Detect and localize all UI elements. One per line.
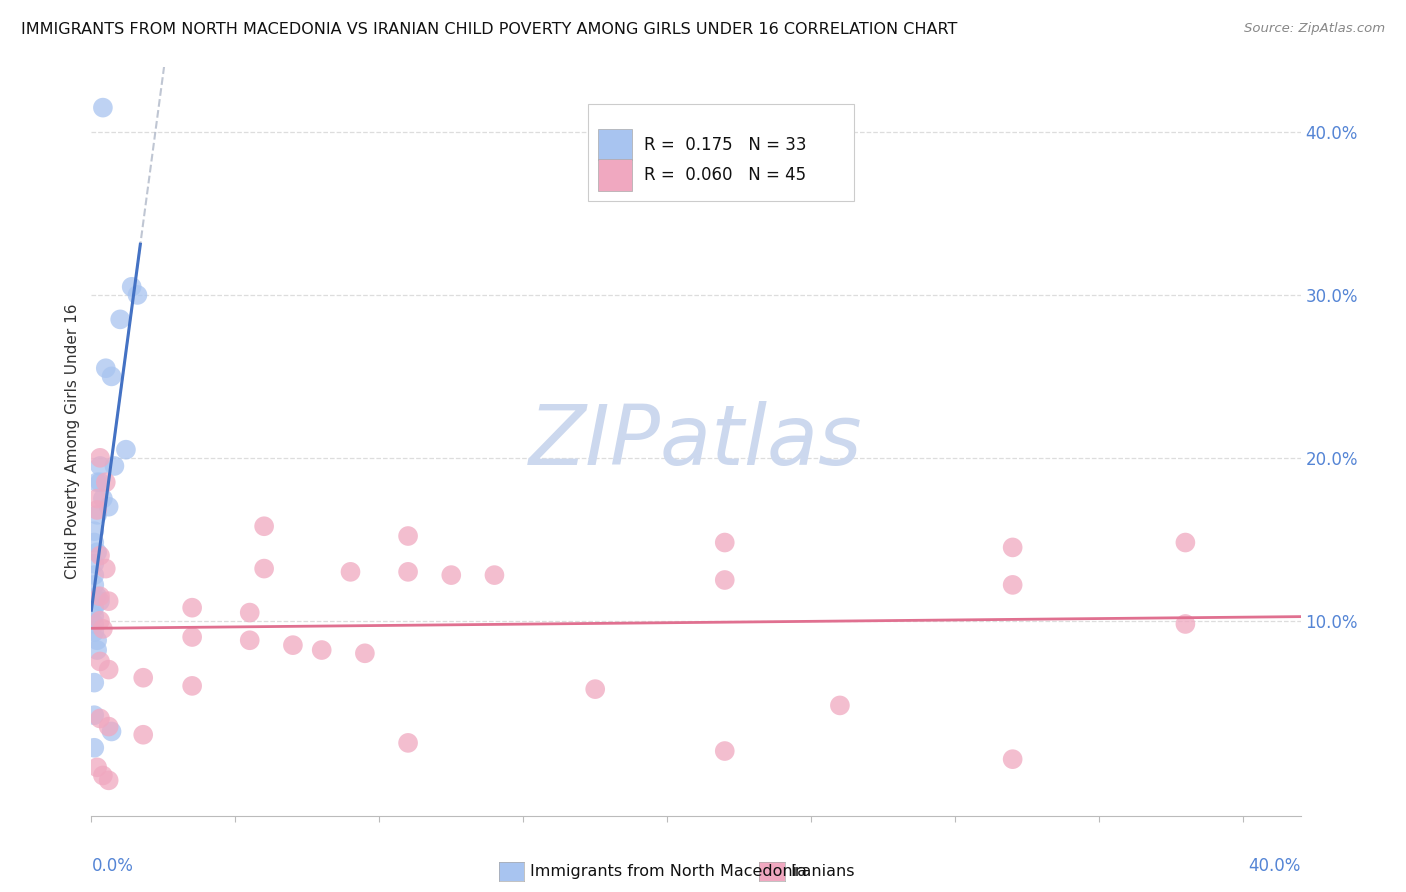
Point [97,773,120,788]
Point [239,606,262,620]
Point [83,608,105,623]
Point [440,568,463,582]
Point [86,633,108,648]
Point [83,740,105,755]
Point [103,458,125,473]
Text: 40.0%: 40.0% [1249,857,1301,875]
Point [121,280,143,294]
Point [89,458,111,473]
Text: 0.0%: 0.0% [91,857,134,875]
Point [339,565,361,579]
Point [1001,541,1024,555]
Text: Immigrants from North Macedonia: Immigrants from North Macedonia [530,864,807,879]
Point [713,744,735,758]
Text: R =  0.175   N = 33: R = 0.175 N = 33 [644,136,807,153]
Point [86,503,108,517]
Point [281,638,304,652]
Point [396,529,419,543]
Point [83,557,105,571]
Point [127,288,149,302]
Point [94,475,117,490]
Point [86,475,108,490]
Text: Iranians: Iranians [790,864,855,879]
Point [89,589,111,603]
FancyBboxPatch shape [598,159,631,191]
Point [91,768,114,782]
Point [91,491,114,506]
Point [83,524,105,538]
Point [396,736,419,750]
Point [181,679,204,693]
Point [1001,578,1024,592]
Point [97,720,120,734]
Point [311,643,333,657]
Point [83,625,105,640]
Point [132,728,155,742]
Point [86,760,108,774]
Point [484,568,506,582]
Point [89,549,111,563]
Point [89,594,111,608]
Point [89,614,111,628]
Text: ZIPatlas: ZIPatlas [529,401,863,482]
Point [83,617,105,632]
Point [181,630,204,644]
Point [181,600,204,615]
Point [97,500,120,514]
Point [91,622,114,636]
Point [86,643,108,657]
FancyBboxPatch shape [588,103,855,201]
Point [89,450,111,465]
Point [100,724,122,739]
Point [115,442,138,457]
Point [83,675,105,690]
Y-axis label: Child Poverty Among Girls Under 16: Child Poverty Among Girls Under 16 [65,304,80,579]
Point [83,578,105,592]
Point [132,671,155,685]
Point [83,708,105,723]
FancyBboxPatch shape [598,129,631,161]
Point [713,535,735,549]
Text: Source: ZipAtlas.com: Source: ZipAtlas.com [1244,22,1385,36]
Point [97,663,120,677]
Point [354,646,377,660]
Point [396,565,419,579]
Point [108,312,131,326]
Point [94,361,117,376]
Point [91,101,114,115]
Text: IMMIGRANTS FROM NORTH MACEDONIA VS IRANIAN CHILD POVERTY AMONG GIRLS UNDER 16 CO: IMMIGRANTS FROM NORTH MACEDONIA VS IRANI… [21,22,957,37]
Point [83,600,105,615]
Point [239,633,262,648]
Point [86,508,108,522]
Point [100,369,122,384]
Point [86,545,108,559]
Point [89,475,111,490]
Point [1174,535,1197,549]
Point [89,655,111,669]
Point [253,519,276,533]
Point [86,491,108,506]
Text: R =  0.060   N = 45: R = 0.060 N = 45 [644,166,806,184]
Point [713,573,735,587]
Point [94,561,117,575]
Point [1001,752,1024,766]
Point [253,561,276,575]
Point [1174,617,1197,632]
Point [89,711,111,725]
Point [83,568,105,582]
Point [97,594,120,608]
Point [83,535,105,549]
Point [86,589,108,603]
Point [828,698,851,713]
Point [583,682,606,697]
